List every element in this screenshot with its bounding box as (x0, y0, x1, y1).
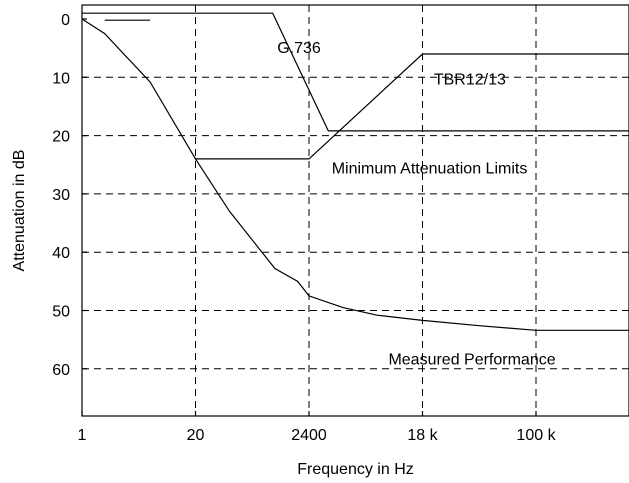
curve-label: Minimum Attenuation Limits (332, 160, 528, 177)
x-tick-label: 20 (187, 427, 205, 444)
series-line-minimum-attenuation-limits (196, 54, 629, 159)
curve-label: Measured Performance (388, 352, 555, 369)
curve-label: TBR12/13 (434, 71, 506, 88)
y-axis-title: Attenuation in dB (11, 150, 28, 272)
curve-label: G.736 (277, 40, 321, 57)
x-tick-label: 100 k (516, 427, 556, 444)
y-tick-label: 20 (52, 129, 70, 146)
y-tick-label: 30 (52, 187, 70, 204)
x-tick-label: 2400 (291, 427, 327, 444)
series-line-g-736 (82, 13, 629, 131)
y-tick-label: 40 (52, 245, 70, 262)
y-tick-label: 10 (52, 70, 70, 87)
y-tick-label: 0 (61, 12, 70, 29)
x-tick-label: 1 (78, 427, 87, 444)
x-tick-label: 18 k (407, 427, 438, 444)
y-tick-label: 50 (52, 304, 70, 321)
x-axis-title: Frequency in Hz (297, 461, 414, 478)
y-tick-label: 60 (52, 362, 70, 379)
